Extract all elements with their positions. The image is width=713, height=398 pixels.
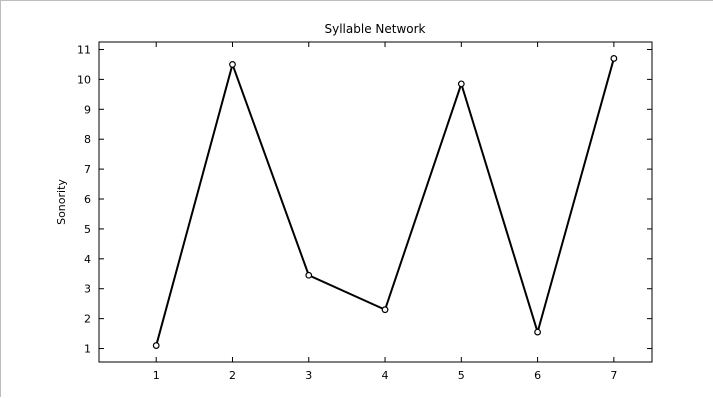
y-tick-label: 8 (84, 133, 91, 146)
x-tick-label: 2 (229, 369, 236, 382)
y-tick-label: 3 (84, 283, 91, 296)
y-tick-label: 1 (84, 343, 91, 356)
data-point (152, 342, 160, 349)
y-tick-label: 4 (84, 253, 91, 266)
data-point (534, 328, 541, 336)
x-axis: 1 2 3 4 5 6 7 (153, 42, 617, 382)
y-tick-label: 2 (84, 313, 91, 326)
y-axis-label: Sonority (55, 179, 68, 225)
y-tick-label: 11 (77, 43, 91, 56)
y-tick-label: 10 (77, 73, 91, 86)
x-tick-label: 7 (610, 369, 617, 382)
data-point (305, 271, 313, 279)
data-point (381, 306, 389, 314)
x-tick-label: 6 (534, 369, 541, 382)
y-tick-label: 7 (84, 163, 91, 176)
y-axis: 1 2 3 4 5 6 7 8 9 10 11 (77, 43, 652, 356)
plot-area (98, 41, 653, 363)
y-tick-label: 5 (84, 223, 91, 236)
series-points (152, 55, 618, 349)
y-tick-label: 6 (84, 193, 91, 206)
data-point (457, 80, 465, 88)
x-tick-label: 5 (458, 369, 465, 382)
data-point (229, 61, 236, 68)
x-tick-label: 1 (153, 369, 160, 382)
y-tick-label: 9 (84, 103, 91, 116)
data-point (610, 55, 618, 62)
x-tick-label: 4 (382, 369, 389, 382)
chart-title: Syllable Network (325, 22, 426, 36)
x-tick-label: 3 (305, 369, 312, 382)
